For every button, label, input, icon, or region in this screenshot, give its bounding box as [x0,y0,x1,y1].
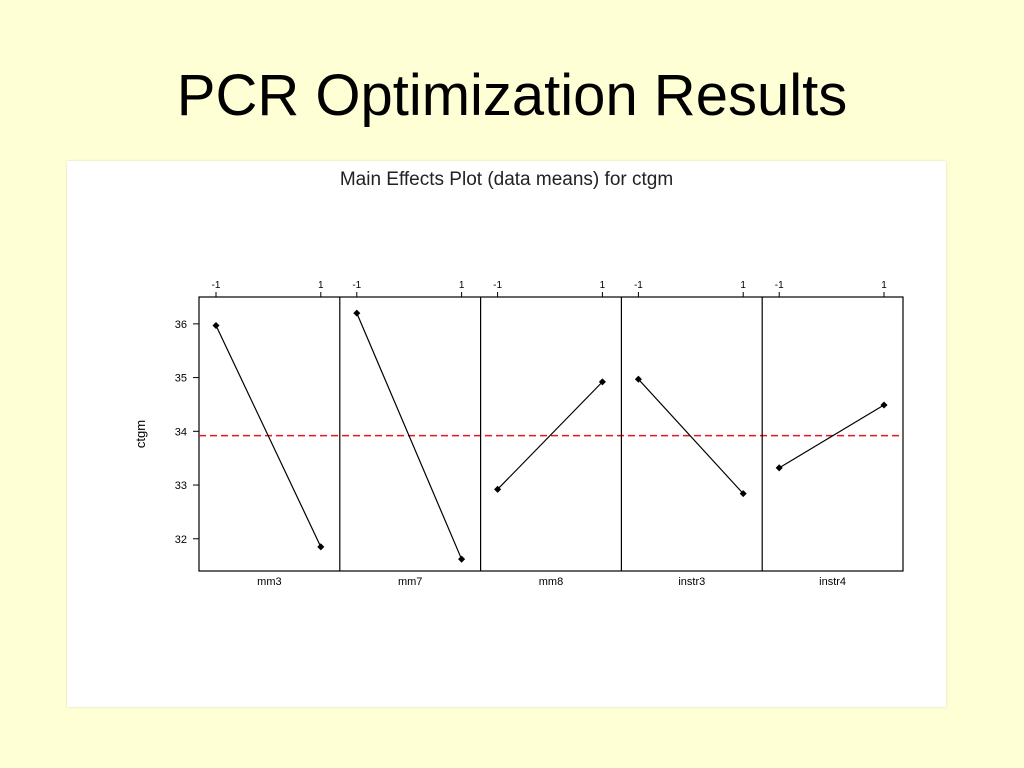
data-point-instr4-low [775,464,783,472]
level-label: -1 [634,280,643,291]
level-label: 1 [740,280,746,291]
panel-label-mm7: mm7 [398,576,422,588]
y-tick-label: 35 [175,373,187,385]
data-point-instr4-high [880,401,888,409]
data-point-mm7-low [353,309,361,317]
panel-label-mm8: mm8 [539,576,563,588]
panel-label-mm3: mm3 [257,576,281,588]
y-tick-label: 32 [175,534,187,546]
y-tick-label: 34 [175,426,187,438]
level-label: -1 [212,280,221,291]
data-point-mm3-high [317,543,325,551]
effect-line-mm3 [215,325,322,548]
chart-canvas: Main Effects Plot (data means) for ctgm c… [133,169,904,588]
data-point-mm8-high [598,378,606,386]
panel-label-instr4: instr4 [819,576,846,588]
y-tick-label: 33 [175,480,187,492]
y-tick-label: 36 [175,319,187,331]
panel-label-instr3: instr3 [678,576,705,588]
level-label: -1 [493,280,502,291]
level-label: -1 [775,280,784,291]
level-label: 1 [600,280,606,291]
effect-line-instr4 [778,404,885,469]
level-label: 1 [881,280,887,291]
effect-line-mm8 [497,381,603,490]
slide-title: PCR Optimization Results [176,63,848,128]
data-point-mm3-low [212,321,220,330]
data-point-instr3-low [634,375,642,383]
data-point-mm7-high [458,555,466,563]
main-effects-chart: Main Effects Plot (data means) for ctgm c… [67,161,946,707]
effect-line-instr3 [637,378,744,495]
data-point-mm8-low [494,485,502,493]
plot-frame [198,296,904,572]
level-label: 1 [459,280,465,291]
data-point-instr3-high [739,490,747,498]
effect-line-mm7 [356,312,463,560]
y-axis-title: ctgm [133,420,148,448]
level-label: -1 [352,280,361,291]
level-label: 1 [318,280,324,291]
chart-title: Main Effects Plot (data means) for ctgm [340,169,673,190]
